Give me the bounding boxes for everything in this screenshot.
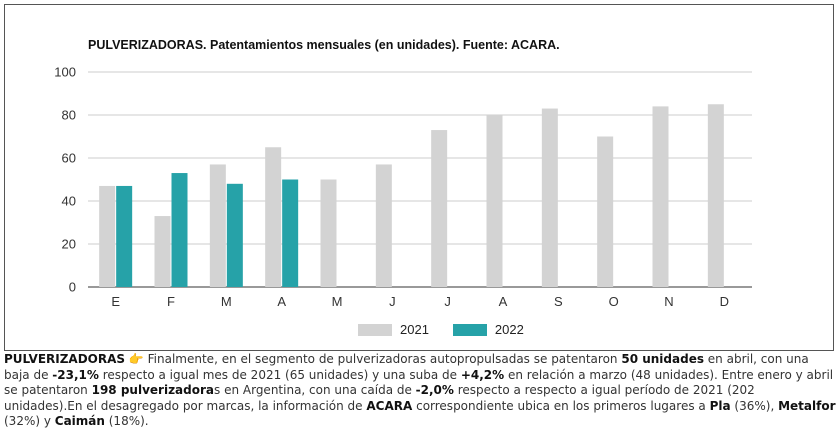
pointing-hand-icon: 👉 (128, 352, 144, 366)
bar-2021-0 (99, 185, 116, 287)
caption-text: (36%), (730, 398, 779, 413)
x-tick-label: E (111, 294, 120, 309)
x-tick-label: M (221, 294, 232, 309)
x-tick-label: N (664, 294, 673, 309)
x-tick-label: F (167, 294, 175, 309)
caption-bold: Caimán (54, 414, 105, 428)
bar-2022-2 (226, 183, 243, 287)
x-tick-label: A (499, 294, 508, 309)
legend-label-2022: 2022 (494, 322, 524, 337)
legend-item-2021: 2021 (358, 322, 429, 337)
y-tick-label: 20 (62, 237, 76, 252)
bar-2021-8 (541, 108, 558, 287)
caption-bold: ACARA (366, 398, 413, 413)
caption-bold: 198 pulverizadora (91, 383, 215, 397)
caption-bold: -23,1% (52, 367, 99, 382)
y-tick-label: 60 (62, 151, 76, 166)
caption-bold: 50 unidades (621, 352, 704, 366)
caption-bold: Pla (709, 398, 731, 413)
bar-2021-9 (597, 136, 614, 287)
caption-text: s en Argentina, con una caída de (214, 383, 416, 397)
y-tick-label: 0 (69, 280, 76, 295)
x-tick-label: O (609, 294, 619, 309)
bar-2021-3 (265, 147, 282, 287)
caption-text: respecto a igual mes de 2021 (65 unidade… (98, 367, 461, 382)
chart-frame (4, 4, 834, 351)
x-tick-label: D (720, 294, 729, 309)
chart-title: PULVERIZADORAS. Patentamientos mensuales… (88, 38, 560, 52)
x-tick-label: J (444, 294, 451, 309)
caption-text: correspondiente ubica en los primeros lu… (412, 398, 710, 413)
legend-label-2021: 2021 (400, 322, 429, 337)
x-tick-label: S (554, 294, 563, 309)
bar-2021-6 (431, 130, 448, 287)
bar-2021-11 (707, 104, 724, 287)
bar-2022-0 (116, 185, 133, 287)
bar-2021-1 (154, 216, 171, 287)
bar-chart: 0 20 40 60 80 100 E F M A M J J A S O N D (54, 65, 752, 309)
legend-swatch-2022 (452, 323, 487, 336)
chart-legend: 2021 2022 (358, 322, 548, 337)
legend-item-2022: 2022 (452, 322, 524, 337)
legend-swatch-2021 (358, 323, 392, 336)
y-tick-label: 40 (62, 194, 76, 209)
bar-2022-3 (282, 179, 299, 287)
caption-bold: -2,0% (415, 383, 454, 397)
caption-bold: +4,2% (460, 367, 505, 382)
article-paragraph: PULVERIZADORAS 👉 Finalmente, en el segme… (4, 352, 836, 430)
caption-text: en abril, con una baja de (4, 352, 809, 382)
caption-heading: PULVERIZADORAS (4, 352, 126, 366)
caption-text: respecto a respecto a igual período de 2… (4, 383, 755, 413)
caption-text: Finalmente, en el segmento de pulverizad… (143, 352, 622, 366)
bar-2022-1 (171, 173, 188, 287)
caption-text: (32%) y (4, 414, 55, 428)
bar-2021-7 (486, 115, 503, 287)
y-tick-label: 80 (62, 108, 76, 123)
bar-2021-2 (209, 164, 226, 287)
caption-text: en relación a marzo (48 unidades). Entre… (4, 367, 834, 398)
bar-2021-10 (652, 106, 669, 288)
x-tick-label: J (389, 294, 396, 309)
x-tick-label: M (332, 294, 343, 309)
bar-2021-4 (320, 179, 337, 287)
caption-bold: Metalfor (778, 398, 836, 413)
bar-2021-5 (375, 164, 392, 287)
y-tick-label: 100 (54, 65, 76, 80)
x-tick-label: A (277, 294, 286, 309)
caption-text: (18%). (104, 414, 149, 428)
